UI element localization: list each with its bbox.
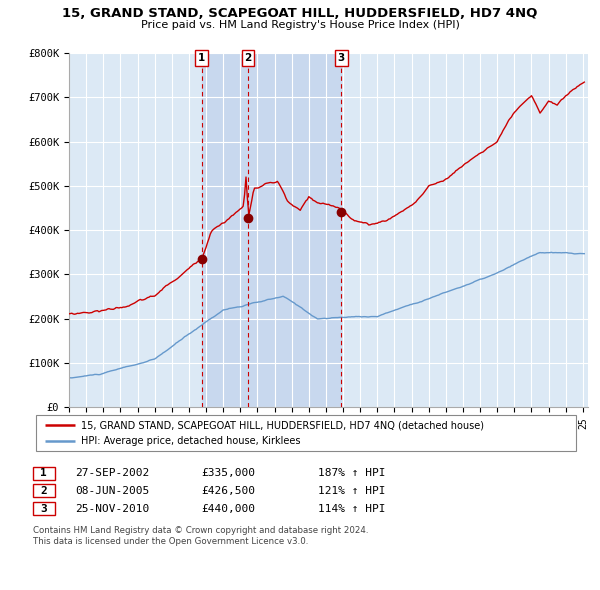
Bar (248, 53, 341, 407)
Text: 3: 3 (338, 53, 345, 63)
Text: 15, GRAND STAND, SCAPEGOAT HILL, HUDDERSFIELD, HD7 4NQ: 15, GRAND STAND, SCAPEGOAT HILL, HUDDERS… (62, 7, 538, 20)
Text: 1: 1 (40, 468, 47, 478)
Text: 27-SEP-2002: 27-SEP-2002 (75, 468, 149, 478)
Text: HPI: Average price, detached house, Kirklees: HPI: Average price, detached house, Kirk… (81, 436, 301, 446)
Text: 3: 3 (40, 504, 47, 513)
Text: 15, GRAND STAND, SCAPEGOAT HILL, HUDDERSFIELD, HD7 4NQ (detached house): 15, GRAND STAND, SCAPEGOAT HILL, HUDDERS… (81, 420, 484, 430)
Text: 121% ↑ HPI: 121% ↑ HPI (318, 486, 386, 496)
Text: 2: 2 (244, 53, 251, 63)
Text: £440,000: £440,000 (201, 504, 255, 513)
Text: £426,500: £426,500 (201, 486, 255, 496)
Text: Price paid vs. HM Land Registry's House Price Index (HPI): Price paid vs. HM Land Registry's House … (140, 20, 460, 30)
Text: 2: 2 (40, 486, 47, 496)
Text: Contains HM Land Registry data © Crown copyright and database right 2024.: Contains HM Land Registry data © Crown c… (33, 526, 368, 535)
Text: 187% ↑ HPI: 187% ↑ HPI (318, 468, 386, 478)
Text: 1: 1 (198, 53, 205, 63)
Text: 25-NOV-2010: 25-NOV-2010 (75, 504, 149, 513)
Text: £335,000: £335,000 (201, 468, 255, 478)
Text: 114% ↑ HPI: 114% ↑ HPI (318, 504, 386, 513)
Text: This data is licensed under the Open Government Licence v3.0.: This data is licensed under the Open Gov… (33, 537, 308, 546)
Bar (202, 53, 248, 407)
Text: 08-JUN-2005: 08-JUN-2005 (75, 486, 149, 496)
